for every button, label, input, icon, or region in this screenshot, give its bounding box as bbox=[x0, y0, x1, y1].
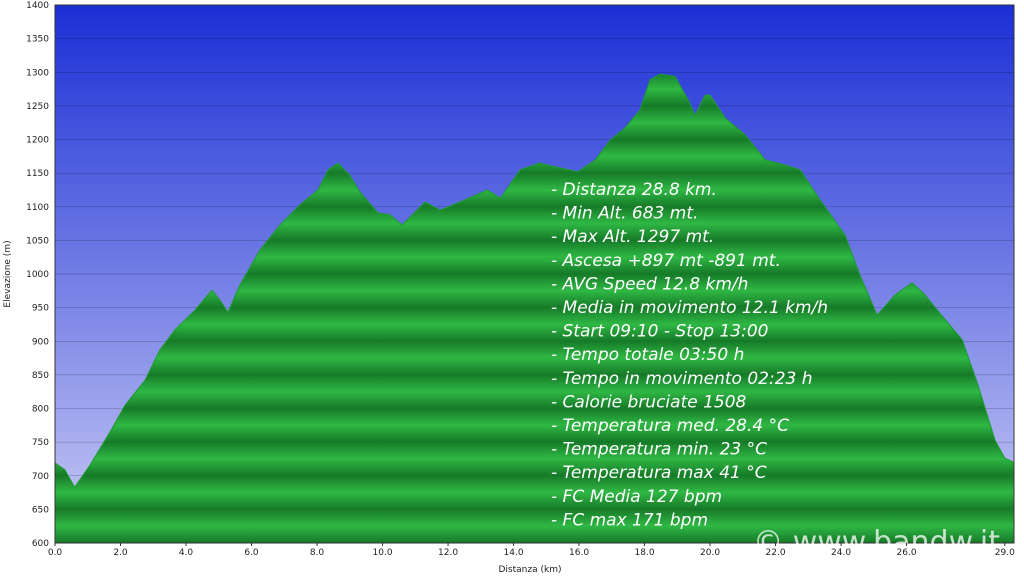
annotation: - Tempo totale 03:50 h bbox=[551, 345, 744, 365]
annotation: - Start 09:10 - Stop 13:00 bbox=[551, 322, 768, 342]
annotation: - Ascesa +897 mt -891 mt. bbox=[551, 251, 781, 271]
y-tick-label: 1250 bbox=[26, 102, 49, 112]
x-tick-label: 4.0 bbox=[179, 548, 194, 558]
y-tick-label: 1200 bbox=[26, 136, 49, 146]
y-tick-label: 850 bbox=[32, 371, 49, 381]
plot-frame bbox=[54, 4, 1015, 544]
y-tick-label: 700 bbox=[32, 472, 49, 482]
y-tick-label: 800 bbox=[32, 405, 49, 415]
y-tick-label: 1150 bbox=[26, 169, 49, 179]
x-tick-label: 2.0 bbox=[113, 548, 128, 558]
x-tick-label: 24.0 bbox=[831, 548, 851, 558]
x-tick-label: 20.0 bbox=[700, 548, 720, 558]
x-tick-label: 14.0 bbox=[504, 548, 524, 558]
annotation: - Min Alt. 683 mt. bbox=[551, 204, 698, 224]
x-tick-label: 6.0 bbox=[244, 548, 259, 558]
annotation: - FC max 171 bpm bbox=[551, 510, 708, 530]
y-tick-label: 1050 bbox=[26, 236, 49, 246]
annotation: - Media in movimento 12.1 km/h bbox=[551, 298, 828, 318]
y-tick-label: 750 bbox=[32, 438, 49, 448]
y-axis-label: Elevazione (m) bbox=[3, 240, 13, 307]
x-tick-label: 16.0 bbox=[569, 548, 589, 558]
annotation: - Max Alt. 1297 mt. bbox=[551, 227, 714, 247]
annotation: - AVG Speed 12.8 km/h bbox=[551, 274, 748, 294]
x-tick-label: 8.0 bbox=[310, 548, 325, 558]
elevation-area bbox=[54, 73, 1015, 544]
x-tick-label: 12.0 bbox=[438, 548, 458, 558]
annotation: - Temperatura max 41 °C bbox=[551, 463, 767, 483]
y-tick-label: 1000 bbox=[26, 270, 49, 280]
y-tick-label: 650 bbox=[32, 505, 49, 515]
y-tick-label: 1400 bbox=[26, 1, 49, 11]
annotation: - Calorie bruciate 1508 bbox=[551, 392, 747, 412]
watermark: © www.bandw.it bbox=[753, 525, 1000, 560]
annotation: - Tempo in movimento 02:23 h bbox=[551, 369, 813, 389]
y-tick-label: 1100 bbox=[26, 203, 49, 213]
y-tick-label: 950 bbox=[32, 304, 49, 314]
x-tick-label: 22.0 bbox=[766, 548, 786, 558]
x-tick-label: 29.0 bbox=[995, 548, 1015, 558]
y-tick-label: 900 bbox=[32, 337, 49, 347]
x-tick-label: 26.0 bbox=[897, 548, 917, 558]
annotation: - FC Media 127 bpm bbox=[551, 487, 722, 507]
y-tick-label: 600 bbox=[32, 539, 49, 549]
x-tick-label: 18.0 bbox=[635, 548, 655, 558]
annotation: - Distanza 28.8 km. bbox=[551, 180, 717, 200]
x-tick-label: 0.0 bbox=[48, 548, 63, 558]
y-tick-label: 1300 bbox=[26, 68, 49, 78]
y-tick-label: 1350 bbox=[26, 35, 49, 45]
annotation: - Temperatura min. 23 °C bbox=[551, 440, 767, 460]
x-tick-label: 10.0 bbox=[373, 548, 393, 558]
annotation: - Temperatura med. 28.4 °C bbox=[551, 416, 789, 436]
x-axis-label: Distanza (km) bbox=[499, 565, 562, 575]
